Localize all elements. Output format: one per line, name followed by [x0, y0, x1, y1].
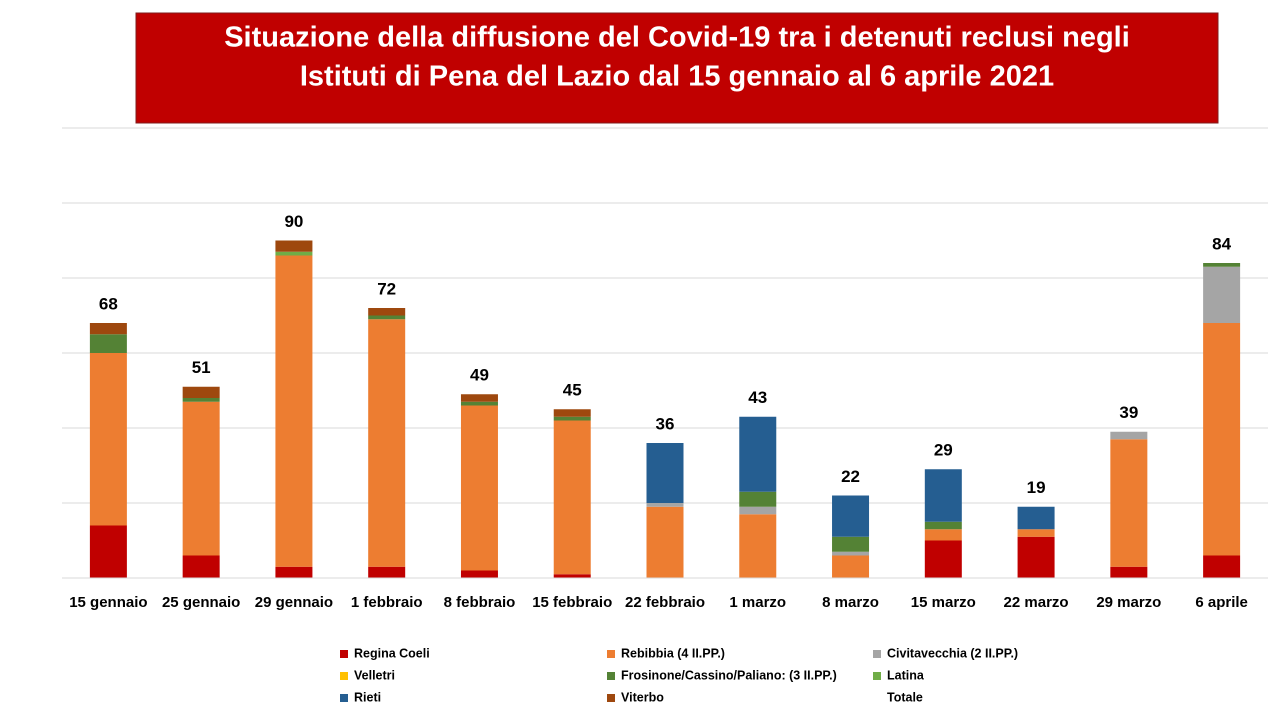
legend-swatch [340, 650, 348, 658]
legend-swatch [607, 672, 615, 680]
bar-segment [832, 495, 870, 537]
bar-segment [460, 394, 498, 402]
bar-segment [275, 251, 313, 256]
bar-segment [739, 506, 777, 515]
legend-swatch [607, 650, 615, 658]
bar-segment [832, 555, 870, 578]
bar-segment [275, 566, 313, 578]
legend-label: Civitavecchia (2 II.PP.) [887, 646, 1018, 660]
total-label: 51 [192, 358, 211, 377]
bar-segment [460, 405, 498, 571]
bar-segment [1017, 536, 1055, 578]
bar-segment [553, 409, 591, 417]
bar-segment [1110, 431, 1148, 440]
x-tick-label: 25 gennaio [162, 594, 240, 611]
bar-segment [553, 420, 591, 575]
x-tick-label: 15 febbraio [532, 594, 612, 611]
bar-segment [553, 416, 591, 421]
total-label: 29 [934, 441, 953, 460]
bar-segment [89, 353, 127, 526]
x-tick-label: 22 febbraio [625, 594, 705, 611]
bar-segment [89, 334, 127, 353]
bar-segment [739, 491, 777, 507]
total-label: 43 [748, 388, 767, 407]
bar-segment [646, 443, 684, 503]
total-label: 36 [656, 414, 675, 433]
x-tick-label: 6 aprile [1195, 594, 1248, 611]
legend-swatch [873, 650, 881, 658]
total-label: 45 [563, 381, 582, 400]
chart-title: Istituti di Pena del Lazio dal 15 gennai… [300, 61, 1054, 93]
bar-segment [646, 506, 684, 578]
legend-label: Regina Coeli [354, 646, 430, 660]
legend-label: Viterbo [621, 690, 664, 704]
bar-segment [368, 566, 406, 578]
x-tick-label: 22 marzo [1004, 594, 1069, 611]
legend-label: Rieti [354, 690, 381, 704]
bar-segment [1203, 323, 1241, 556]
bar-segment [368, 315, 406, 320]
total-label: 39 [1119, 403, 1138, 422]
bar-segment [182, 555, 220, 578]
legend-label: Frosinone/Cassino/Paliano: (3 II.PP.) [621, 668, 837, 682]
bar-segment [1017, 506, 1055, 530]
x-tick-label: 8 febbraio [444, 594, 516, 611]
bar-segment [553, 574, 591, 578]
bar-segment [739, 416, 777, 492]
total-label: 49 [470, 366, 489, 385]
bar-segment [1203, 266, 1241, 323]
x-tick-label: 15 gennaio [69, 594, 147, 611]
total-label: 84 [1212, 234, 1231, 253]
bar-segment [1017, 529, 1055, 537]
bar-segment [460, 570, 498, 578]
total-label: 22 [841, 467, 860, 486]
legend-label: Rebibbia (4 II.PP.) [621, 646, 725, 660]
total-label: 19 [1027, 478, 1046, 497]
x-tick-label: 1 febbraio [351, 594, 423, 611]
legend-swatch [607, 694, 615, 702]
bar-segment [1203, 263, 1241, 267]
x-tick-label: 15 marzo [911, 594, 976, 611]
x-tick-label: 1 marzo [729, 594, 786, 611]
legend-label: Velletri [354, 668, 395, 682]
bar-segment [182, 401, 220, 556]
legend-swatch [340, 672, 348, 680]
bar-segment [924, 521, 962, 530]
total-label: 72 [377, 279, 396, 298]
bar-segment [924, 469, 962, 522]
x-tick-label: 29 gennaio [255, 594, 333, 611]
legend-swatch [873, 672, 881, 680]
bar-segment [924, 540, 962, 578]
bar-segment [1110, 566, 1148, 578]
legend-label: Latina [887, 668, 925, 682]
title-box [135, 12, 1219, 124]
bar-segment [1110, 439, 1148, 567]
bar-segment [368, 319, 406, 567]
bar-segment [646, 503, 684, 507]
total-label: 68 [99, 294, 118, 313]
bar-segment [89, 525, 127, 578]
chart-title: Situazione della diffusione del Covid-19… [224, 22, 1130, 54]
bar-segment [739, 514, 777, 578]
bar-segment [1203, 555, 1241, 578]
bar-segment [275, 240, 313, 252]
bar-segment [460, 401, 498, 406]
bar-segment [924, 529, 962, 541]
bar-segment [182, 398, 220, 402]
bar-segment [832, 551, 870, 556]
x-tick-label: 8 marzo [822, 594, 879, 611]
total-label: 90 [284, 212, 303, 231]
legend-label: Totale [887, 690, 923, 704]
bar-segment [182, 386, 220, 398]
legend-swatch [340, 694, 348, 702]
bar-segment [275, 255, 313, 567]
bar-segment [368, 308, 406, 316]
x-tick-label: 29 marzo [1096, 594, 1161, 611]
bar-segment [832, 536, 870, 552]
bar-segment [89, 323, 127, 335]
